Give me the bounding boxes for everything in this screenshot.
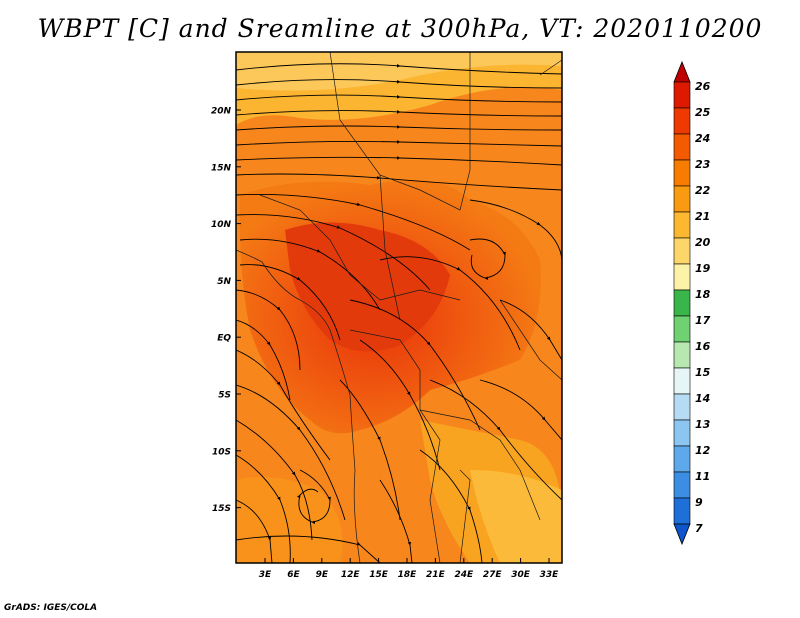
colorbar-label: 24 [695, 132, 710, 145]
colorbar-label: 17 [695, 314, 711, 327]
colorbar-label: 11 [695, 470, 710, 483]
lon-label: 27E [483, 570, 503, 580]
colorbar-swatch [673, 393, 691, 421]
lon-label: 12E [341, 570, 361, 580]
colorbar-label: 22 [695, 184, 711, 197]
colorbar-label: 9 [695, 496, 703, 509]
colorbar-swatch [673, 211, 691, 239]
lon-label: 15E [369, 570, 389, 580]
colorbar-label: 19 [695, 262, 711, 275]
grads-credit: GrADS: IGES/COLA [4, 603, 98, 613]
colorbar-swatch [673, 419, 691, 447]
colorbar-swatch [673, 133, 691, 161]
colorbar-swatch [673, 237, 691, 265]
colorbar: 26 25 24 23 22 21 20 19 18 17 16 15 14 13 12 11 9 7 [673, 60, 711, 546]
colorbar-label: 16 [695, 340, 711, 353]
colorbar-label: 23 [695, 158, 711, 171]
lat-label: 15N [211, 163, 232, 173]
lon-label: 18E [398, 570, 418, 580]
lon-label: 3E [259, 570, 272, 580]
lat-label: 5S [218, 391, 231, 401]
colorbar-swatch [673, 471, 691, 499]
colorbar-swatch [673, 263, 691, 291]
latitude-axis: 20N 15N 10N 5N EQ 5S 10S 15S [211, 107, 241, 514]
colorbar-label: 13 [695, 418, 711, 431]
colorbar-label: 25 [695, 106, 711, 119]
colorbar-swatch [673, 315, 691, 343]
map-title: WBPT [C] and Sreamline at 300hPa, VT: 20… [37, 14, 763, 43]
colorbar-swatch [673, 367, 691, 395]
colorbar-label: 26 [695, 80, 711, 93]
colorbar-bottom-arrow [673, 523, 691, 546]
colorbar-swatch [673, 289, 691, 317]
lat-label: 5N [217, 277, 231, 287]
lat-label: 10N [211, 220, 232, 230]
colorbar-top-arrow [673, 60, 691, 83]
lon-label: 21E [426, 570, 446, 580]
colorbar-swatch [673, 81, 691, 109]
colorbar-label: 7 [695, 522, 703, 535]
colorbar-label: 20 [695, 236, 711, 249]
lat-label: EQ [217, 334, 231, 344]
lat-label: 10S [212, 447, 231, 457]
lon-label: 30E [511, 570, 531, 580]
lon-label: 6E [287, 570, 300, 580]
colorbar-swatch [673, 445, 691, 473]
longitude-axis: 3E 6E 9E 12E 15E 18E 21E 24E 27E 30E 33E [259, 558, 559, 580]
lon-label: 33E [540, 570, 560, 580]
map-frame [235, 51, 563, 564]
lon-label: 9E [316, 570, 329, 580]
wbpt-shading [236, 52, 562, 563]
colorbar-swatch [673, 185, 691, 213]
country-borders [236, 52, 562, 563]
colorbar-swatch [673, 341, 691, 369]
colorbar-swatch [673, 159, 691, 187]
colorbar-label: 12 [695, 444, 711, 457]
colorbar-swatch [673, 107, 691, 135]
colorbar-label: 14 [695, 392, 710, 405]
colorbar-swatch [673, 497, 691, 525]
lat-label: 20N [211, 107, 232, 117]
colorbar-label: 21 [695, 210, 710, 223]
lat-label: 15S [212, 504, 231, 514]
lon-label: 24E [454, 570, 474, 580]
colorbar-label: 18 [695, 288, 711, 301]
colorbar-label: 15 [695, 366, 711, 379]
